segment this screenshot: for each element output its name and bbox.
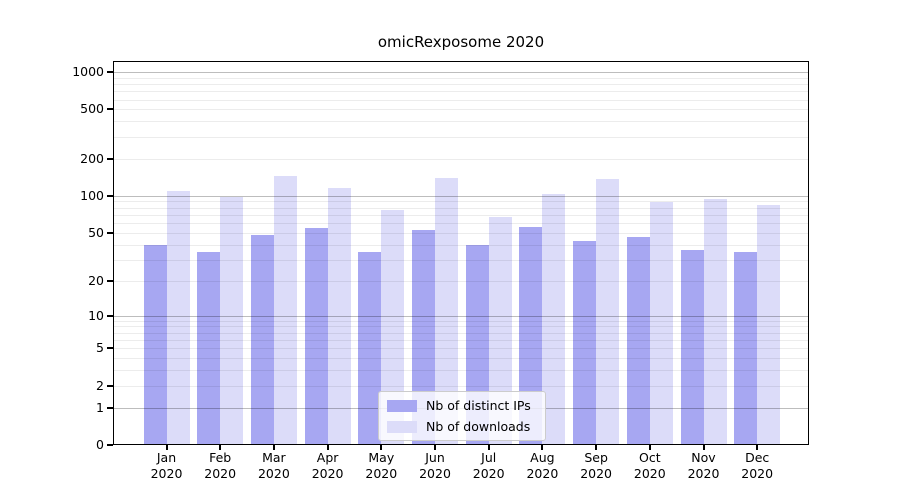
bar-distinct-ips [734,251,758,445]
y-tick-label: 1 [96,399,104,415]
x-tick-label: Nov 2020 [687,450,720,481]
bar-distinct-ips [250,234,274,445]
y-tick-label: 50 [88,224,104,240]
bar-distinct-ips [197,251,221,445]
bar-downloads [596,179,620,445]
y-tick-mark [107,279,113,282]
y-tick-mark [107,71,113,74]
bar-downloads [649,201,673,445]
x-tick-mark [702,445,705,450]
legend-swatch-downloads [387,420,417,433]
bar-downloads [220,196,244,445]
y-tick-mark [107,194,113,197]
x-tick-label: Apr 2020 [311,450,344,481]
chart-title: omicRexposome 2020 [377,33,545,51]
bar-downloads [488,217,512,445]
x-tick-label: Mar 2020 [257,450,290,481]
bar-distinct-ips [573,240,597,445]
x-tick-label: Oct 2020 [633,450,666,481]
legend: Nb of distinct IPs Nb of downloads [378,391,546,441]
x-tick-mark [219,445,222,450]
y-tick-mark [107,314,113,317]
y-tick-mark [107,108,113,111]
x-tick-label: Jun 2020 [419,450,451,481]
bar-distinct-ips [143,244,167,445]
y-tick-mark [107,157,113,160]
bar-downloads [542,193,566,445]
legend-item-distinct-ips: Nb of distinct IPs [387,398,537,413]
y-tick-label: 100 [80,187,104,203]
y-tick-label: 10 [88,307,104,323]
x-tick-mark [487,445,490,450]
x-tick-mark [756,445,759,450]
legend-swatch-distinct-ips [387,399,417,412]
x-tick-label: Dec 2020 [741,450,774,481]
y-tick-mark [107,384,113,387]
bar-distinct-ips [358,251,382,445]
bar-distinct-ips [680,250,704,445]
bar-downloads [327,187,351,445]
x-tick-mark [272,445,275,450]
y-tick-label: 20 [88,272,104,288]
y-tick-mark [107,347,113,350]
x-tick-mark [648,445,651,450]
x-tick-mark [541,445,544,450]
bar-downloads [381,209,405,445]
y-tick-label: 1000 [72,64,104,80]
bar-downloads [757,204,781,445]
y-tick-mark [107,406,113,409]
bar-downloads [703,199,727,445]
legend-label-downloads: Nb of downloads [426,419,531,434]
bar-downloads [273,175,297,445]
y-tick-mark [107,231,113,234]
x-tick-mark [595,445,598,450]
bar-downloads [166,191,190,445]
y-tick-mark [107,444,113,446]
x-tick-mark [326,445,329,450]
plot-area: Nb of distinct IPs Nb of downloads [113,61,809,445]
x-tick-label: Jan 2020 [150,450,183,481]
x-tick-label: Jul 2020 [472,450,505,481]
y-tick-label: 2 [96,377,104,393]
y-tick-label: 5 [96,340,104,356]
x-tick-mark [165,445,168,450]
y-tick-label: 0 [96,437,104,452]
x-tick-mark [434,445,436,450]
x-tick-label: Sep 2020 [580,450,612,481]
x-tick-label: Aug 2020 [526,450,559,481]
bar-distinct-ips [519,226,543,445]
legend-label-distinct-ips: Nb of distinct IPs [426,398,531,413]
x-tick-mark [380,445,383,450]
x-tick-label: May 2020 [365,450,398,481]
bar-distinct-ips [304,227,328,445]
y-tick-label: 200 [80,150,104,166]
x-tick-label: Feb 2020 [204,450,237,481]
legend-item-downloads: Nb of downloads [387,419,537,434]
bar-downloads [435,177,458,445]
bar-distinct-ips [626,237,650,445]
y-tick-label: 500 [80,101,104,117]
